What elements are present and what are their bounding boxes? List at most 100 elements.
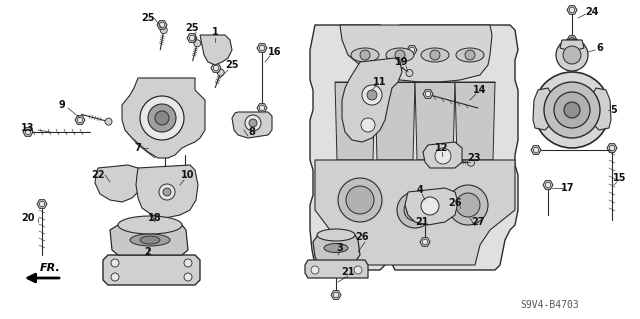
Circle shape xyxy=(395,50,405,60)
Circle shape xyxy=(534,72,610,148)
Circle shape xyxy=(404,199,426,221)
Text: S9V4-B4703: S9V4-B4703 xyxy=(520,300,579,310)
Circle shape xyxy=(533,147,539,153)
Polygon shape xyxy=(420,238,430,246)
Polygon shape xyxy=(305,260,368,278)
Polygon shape xyxy=(470,196,480,204)
Circle shape xyxy=(249,119,257,127)
Circle shape xyxy=(213,65,219,71)
Circle shape xyxy=(111,259,119,267)
Text: 9: 9 xyxy=(59,100,65,110)
Circle shape xyxy=(155,111,169,125)
Circle shape xyxy=(409,47,415,53)
Circle shape xyxy=(456,193,480,217)
Ellipse shape xyxy=(351,48,379,62)
Text: 20: 20 xyxy=(21,213,35,223)
Polygon shape xyxy=(342,58,402,142)
Polygon shape xyxy=(37,200,47,208)
Circle shape xyxy=(362,85,382,105)
Polygon shape xyxy=(331,291,341,299)
Text: 16: 16 xyxy=(268,47,282,57)
Circle shape xyxy=(465,50,475,60)
Circle shape xyxy=(477,210,483,216)
Circle shape xyxy=(163,188,171,196)
Circle shape xyxy=(462,198,469,205)
Circle shape xyxy=(554,92,590,128)
Ellipse shape xyxy=(456,48,484,62)
Polygon shape xyxy=(103,255,200,285)
Polygon shape xyxy=(75,116,85,124)
Polygon shape xyxy=(405,188,458,225)
Text: 18: 18 xyxy=(148,213,162,223)
Polygon shape xyxy=(257,44,267,52)
Polygon shape xyxy=(335,82,375,160)
Polygon shape xyxy=(407,46,417,54)
Circle shape xyxy=(184,259,192,267)
Circle shape xyxy=(148,104,176,132)
Text: 12: 12 xyxy=(435,143,449,153)
Circle shape xyxy=(105,118,112,125)
Circle shape xyxy=(77,117,83,123)
Text: FR.: FR. xyxy=(40,263,60,273)
Text: 25: 25 xyxy=(225,60,239,70)
Circle shape xyxy=(397,192,433,228)
Circle shape xyxy=(338,178,382,222)
Circle shape xyxy=(430,50,440,60)
Circle shape xyxy=(609,145,615,151)
Polygon shape xyxy=(232,112,272,138)
Ellipse shape xyxy=(118,216,182,234)
Polygon shape xyxy=(415,82,455,160)
Polygon shape xyxy=(315,160,515,265)
Circle shape xyxy=(435,148,451,164)
Circle shape xyxy=(406,70,413,77)
Text: 6: 6 xyxy=(596,43,604,53)
Circle shape xyxy=(367,90,377,100)
Circle shape xyxy=(160,27,167,33)
Circle shape xyxy=(545,182,551,188)
Polygon shape xyxy=(257,104,267,112)
Text: 5: 5 xyxy=(611,105,618,115)
Text: 21: 21 xyxy=(341,267,355,277)
Polygon shape xyxy=(560,40,584,52)
Circle shape xyxy=(333,292,339,298)
Circle shape xyxy=(354,266,362,274)
Circle shape xyxy=(569,7,575,13)
Text: 21: 21 xyxy=(415,217,429,227)
Ellipse shape xyxy=(140,236,160,244)
Circle shape xyxy=(448,185,488,225)
Text: 24: 24 xyxy=(585,7,599,17)
Text: 15: 15 xyxy=(613,173,627,183)
Circle shape xyxy=(346,186,374,214)
Text: 19: 19 xyxy=(396,57,409,67)
Circle shape xyxy=(467,159,474,166)
Text: 26: 26 xyxy=(355,232,369,242)
Circle shape xyxy=(259,105,265,111)
Text: 14: 14 xyxy=(473,85,487,95)
Text: 25: 25 xyxy=(185,23,199,33)
Polygon shape xyxy=(475,209,485,217)
Polygon shape xyxy=(455,82,495,160)
Ellipse shape xyxy=(317,229,355,241)
Text: 27: 27 xyxy=(471,217,484,227)
Circle shape xyxy=(189,35,195,41)
Circle shape xyxy=(311,266,319,274)
Circle shape xyxy=(361,118,375,132)
Circle shape xyxy=(472,197,477,203)
Text: 17: 17 xyxy=(561,183,575,193)
Text: 26: 26 xyxy=(448,198,461,208)
Polygon shape xyxy=(95,165,142,202)
Text: 25: 25 xyxy=(141,13,155,23)
Circle shape xyxy=(39,201,45,207)
Polygon shape xyxy=(110,225,188,255)
Circle shape xyxy=(245,115,261,131)
Circle shape xyxy=(159,22,164,28)
Ellipse shape xyxy=(130,234,170,246)
Text: 2: 2 xyxy=(145,247,152,257)
Circle shape xyxy=(425,91,431,97)
Polygon shape xyxy=(423,90,433,98)
Circle shape xyxy=(564,102,580,118)
Polygon shape xyxy=(607,144,617,152)
Text: 23: 23 xyxy=(467,153,481,163)
Text: 3: 3 xyxy=(337,243,344,253)
Text: 4: 4 xyxy=(417,185,424,195)
